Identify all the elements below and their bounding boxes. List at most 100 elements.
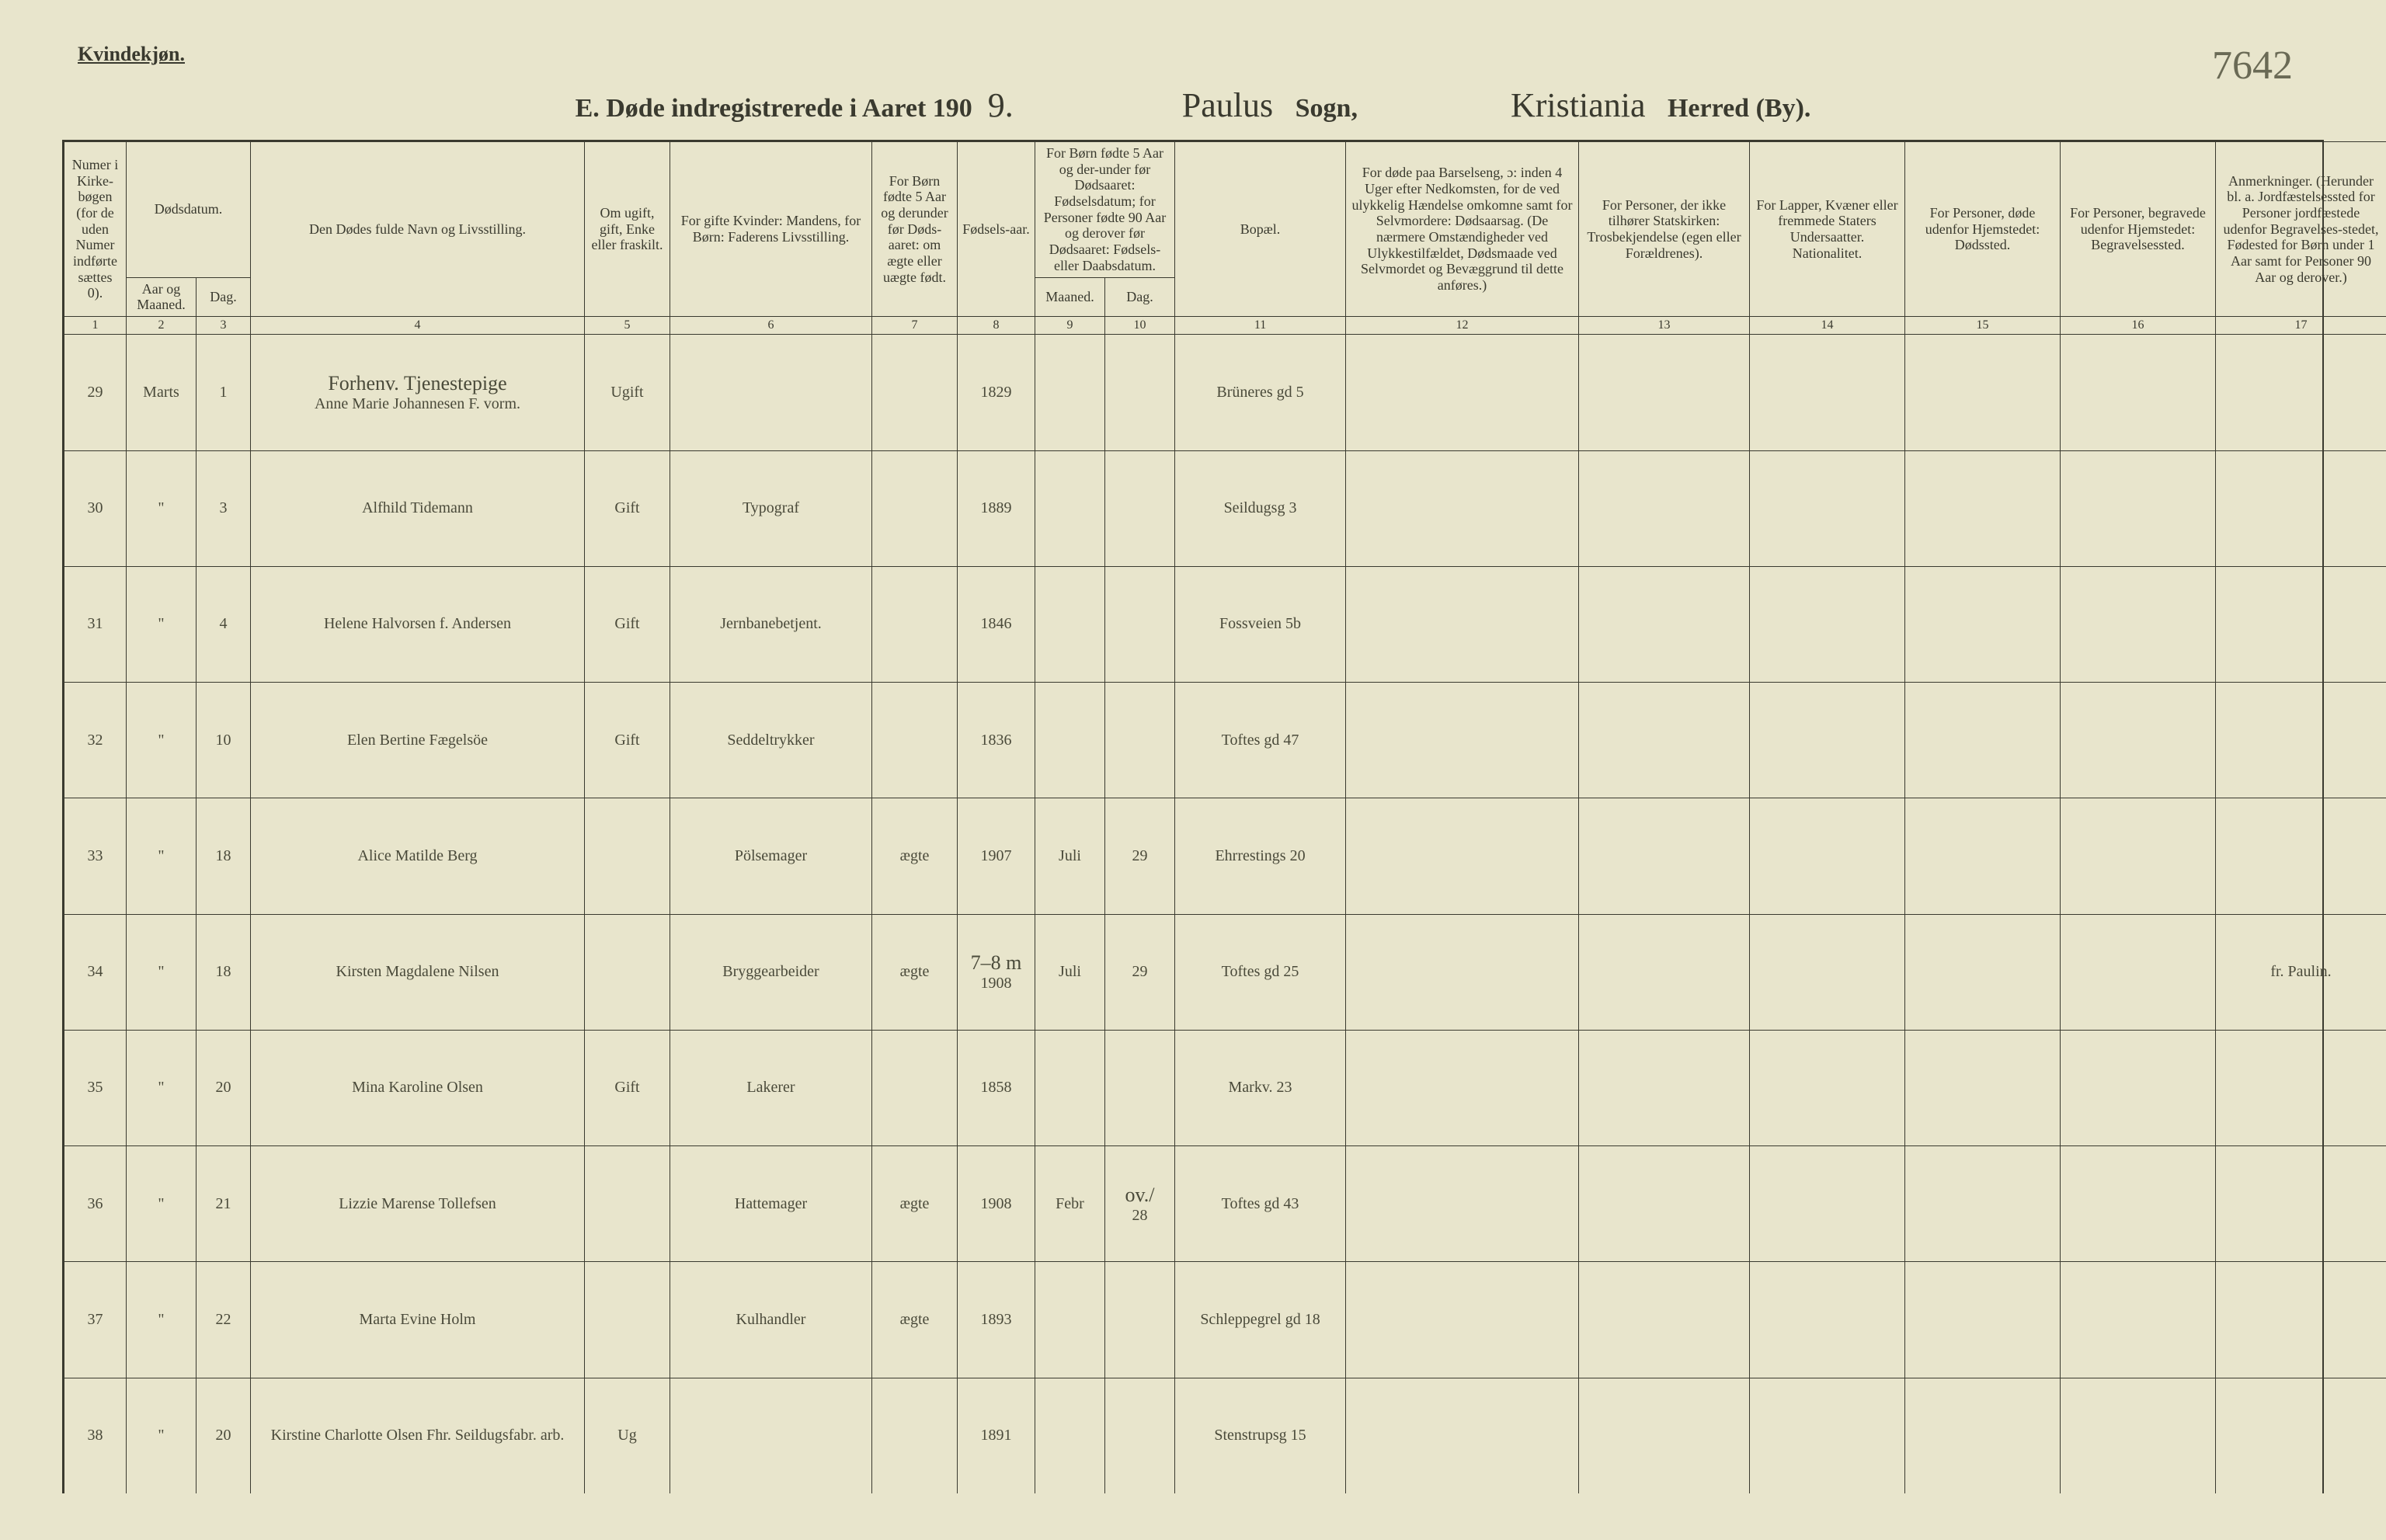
table-row: 29Marts1Forhenv. TjenestepigeAnne Marie … xyxy=(64,335,2386,450)
cell-num: 33 xyxy=(64,798,127,914)
cell-c15 xyxy=(1905,1378,2061,1493)
cell-residence: Fossveien 5b xyxy=(1175,566,1346,682)
cell-birth-month: Febr xyxy=(1035,1146,1105,1262)
cell-birth-day: ov./28 xyxy=(1105,1146,1175,1262)
cell-birth-month xyxy=(1035,566,1105,682)
page-number-script: 7642 xyxy=(2212,43,2293,89)
cell-month: " xyxy=(127,914,197,1030)
cell-name: Lizzie Marense Tollefsen xyxy=(251,1146,585,1262)
cell-c12 xyxy=(1346,1262,1579,1378)
col-number: 11 xyxy=(1175,316,1346,334)
cell-birth-year: 1889 xyxy=(958,450,1035,566)
table-row: 30"3Alfhild TidemannGiftTypograf1889Seil… xyxy=(64,450,2386,566)
cell-c17 xyxy=(2216,1378,2386,1493)
cell-month: " xyxy=(127,1262,197,1378)
cell-status: Gift xyxy=(585,1030,670,1145)
cell-month: " xyxy=(127,1378,197,1493)
col-header: For Personer, døde udenfor Hjemstedet: D… xyxy=(1905,142,2061,317)
cell-day: 18 xyxy=(197,798,251,914)
cell-birth-day xyxy=(1105,566,1175,682)
cell-c12 xyxy=(1346,798,1579,914)
col-header: For Lapper, Kvæner eller fremmede Stater… xyxy=(1750,142,1905,317)
cell-c16 xyxy=(2061,914,2216,1030)
col-number: 15 xyxy=(1905,316,2061,334)
cell-day: 10 xyxy=(197,683,251,798)
cell-c13 xyxy=(1579,683,1750,798)
col-number: 3 xyxy=(197,316,251,334)
cell-birth-day xyxy=(1105,683,1175,798)
table-header: Numer i Kirke-bøgen (for de uden Numer i… xyxy=(64,142,2386,335)
sogn-label: Sogn, xyxy=(1296,94,1358,123)
cell-birth-day xyxy=(1105,1262,1175,1378)
cell-status xyxy=(585,1146,670,1262)
cell-c16 xyxy=(2061,1378,2216,1493)
col-number: 17 xyxy=(2216,316,2386,334)
cell-birth-year: 7–8 m1908 xyxy=(958,914,1035,1030)
cell-spouse: Hattemager xyxy=(670,1146,872,1262)
cell-residence: Seildugsg 3 xyxy=(1175,450,1346,566)
sogn-name: Paulus xyxy=(1167,86,1289,124)
ledger-table: Numer i Kirke-bøgen (for de uden Numer i… xyxy=(64,141,2386,1493)
cell-c12 xyxy=(1346,1030,1579,1145)
cell-c15 xyxy=(1905,450,2061,566)
col-number: 13 xyxy=(1579,316,1750,334)
cell-birth-year: 1893 xyxy=(958,1262,1035,1378)
cell-birth-year: 1907 xyxy=(958,798,1035,914)
cell-spouse: Seddeltrykker xyxy=(670,683,872,798)
cell-birth-month xyxy=(1035,335,1105,450)
col-subheader: Maaned. xyxy=(1035,277,1105,316)
cell-c17: fr. Paulin. xyxy=(2216,914,2386,1030)
col-header: Bopæl. xyxy=(1175,142,1346,317)
cell-c14 xyxy=(1750,914,1905,1030)
cell-c16 xyxy=(2061,1262,2216,1378)
cell-num: 29 xyxy=(64,335,127,450)
cell-c14 xyxy=(1750,1378,1905,1493)
table-row: 37"22Marta Evine HolmKulhandlerægte1893S… xyxy=(64,1262,2386,1378)
cell-c17 xyxy=(2216,335,2386,450)
cell-residence: Toftes gd 43 xyxy=(1175,1146,1346,1262)
cell-c15 xyxy=(1905,335,2061,450)
cell-residence: Stenstrupsg 15 xyxy=(1175,1378,1346,1493)
cell-status: Gift xyxy=(585,683,670,798)
cell-c12 xyxy=(1346,1146,1579,1262)
cell-c13 xyxy=(1579,1378,1750,1493)
cell-month: " xyxy=(127,1146,197,1262)
col-header: Den Dødes fulde Navn og Livsstilling. xyxy=(251,142,585,317)
cell-legit xyxy=(872,1378,958,1493)
col-header: For gifte Kvinder: Mandens, for Børn: Fa… xyxy=(670,142,872,317)
cell-c15 xyxy=(1905,914,2061,1030)
cell-day: 4 xyxy=(197,566,251,682)
cell-spouse xyxy=(670,335,872,450)
cell-birth-month: Juli xyxy=(1035,798,1105,914)
cell-day: 20 xyxy=(197,1030,251,1145)
cell-spouse: Kulhandler xyxy=(670,1262,872,1378)
ledger-frame: Numer i Kirke-bøgen (for de uden Numer i… xyxy=(62,140,2324,1493)
col-subheader: Aar og Maaned. xyxy=(127,277,197,316)
cell-name: Alfhild Tidemann xyxy=(251,450,585,566)
cell-birth-month xyxy=(1035,1378,1105,1493)
cell-month: " xyxy=(127,450,197,566)
col-number: 2 xyxy=(127,316,197,334)
cell-day: 21 xyxy=(197,1146,251,1262)
cell-num: 32 xyxy=(64,683,127,798)
col-header: Fødsels-aar. xyxy=(958,142,1035,317)
cell-birth-day xyxy=(1105,335,1175,450)
cell-birth-day xyxy=(1105,450,1175,566)
cell-c17 xyxy=(2216,566,2386,682)
cell-c15 xyxy=(1905,798,2061,914)
cell-status: Gift xyxy=(585,450,670,566)
cell-c15 xyxy=(1905,1146,2061,1262)
col-header: Numer i Kirke-bøgen (for de uden Numer i… xyxy=(64,142,127,317)
col-subheader: Dag. xyxy=(197,277,251,316)
cell-birth-day: 29 xyxy=(1105,914,1175,1030)
table-row: 36"21Lizzie Marense TollefsenHattemageræ… xyxy=(64,1146,2386,1262)
cell-spouse: Jernbanebetjent. xyxy=(670,566,872,682)
col-header: Anmerkninger. (Herunder bl. a. Jordfæste… xyxy=(2216,142,2386,317)
ledger-page: Kvindekjøn. 7642 E. Døde indregistrerede… xyxy=(0,0,2386,1540)
cell-c12 xyxy=(1346,566,1579,682)
cell-spouse: Lakerer xyxy=(670,1030,872,1145)
cell-c13 xyxy=(1579,335,1750,450)
cell-day: 3 xyxy=(197,450,251,566)
cell-residence: Brüneres gd 5 xyxy=(1175,335,1346,450)
cell-legit xyxy=(872,683,958,798)
